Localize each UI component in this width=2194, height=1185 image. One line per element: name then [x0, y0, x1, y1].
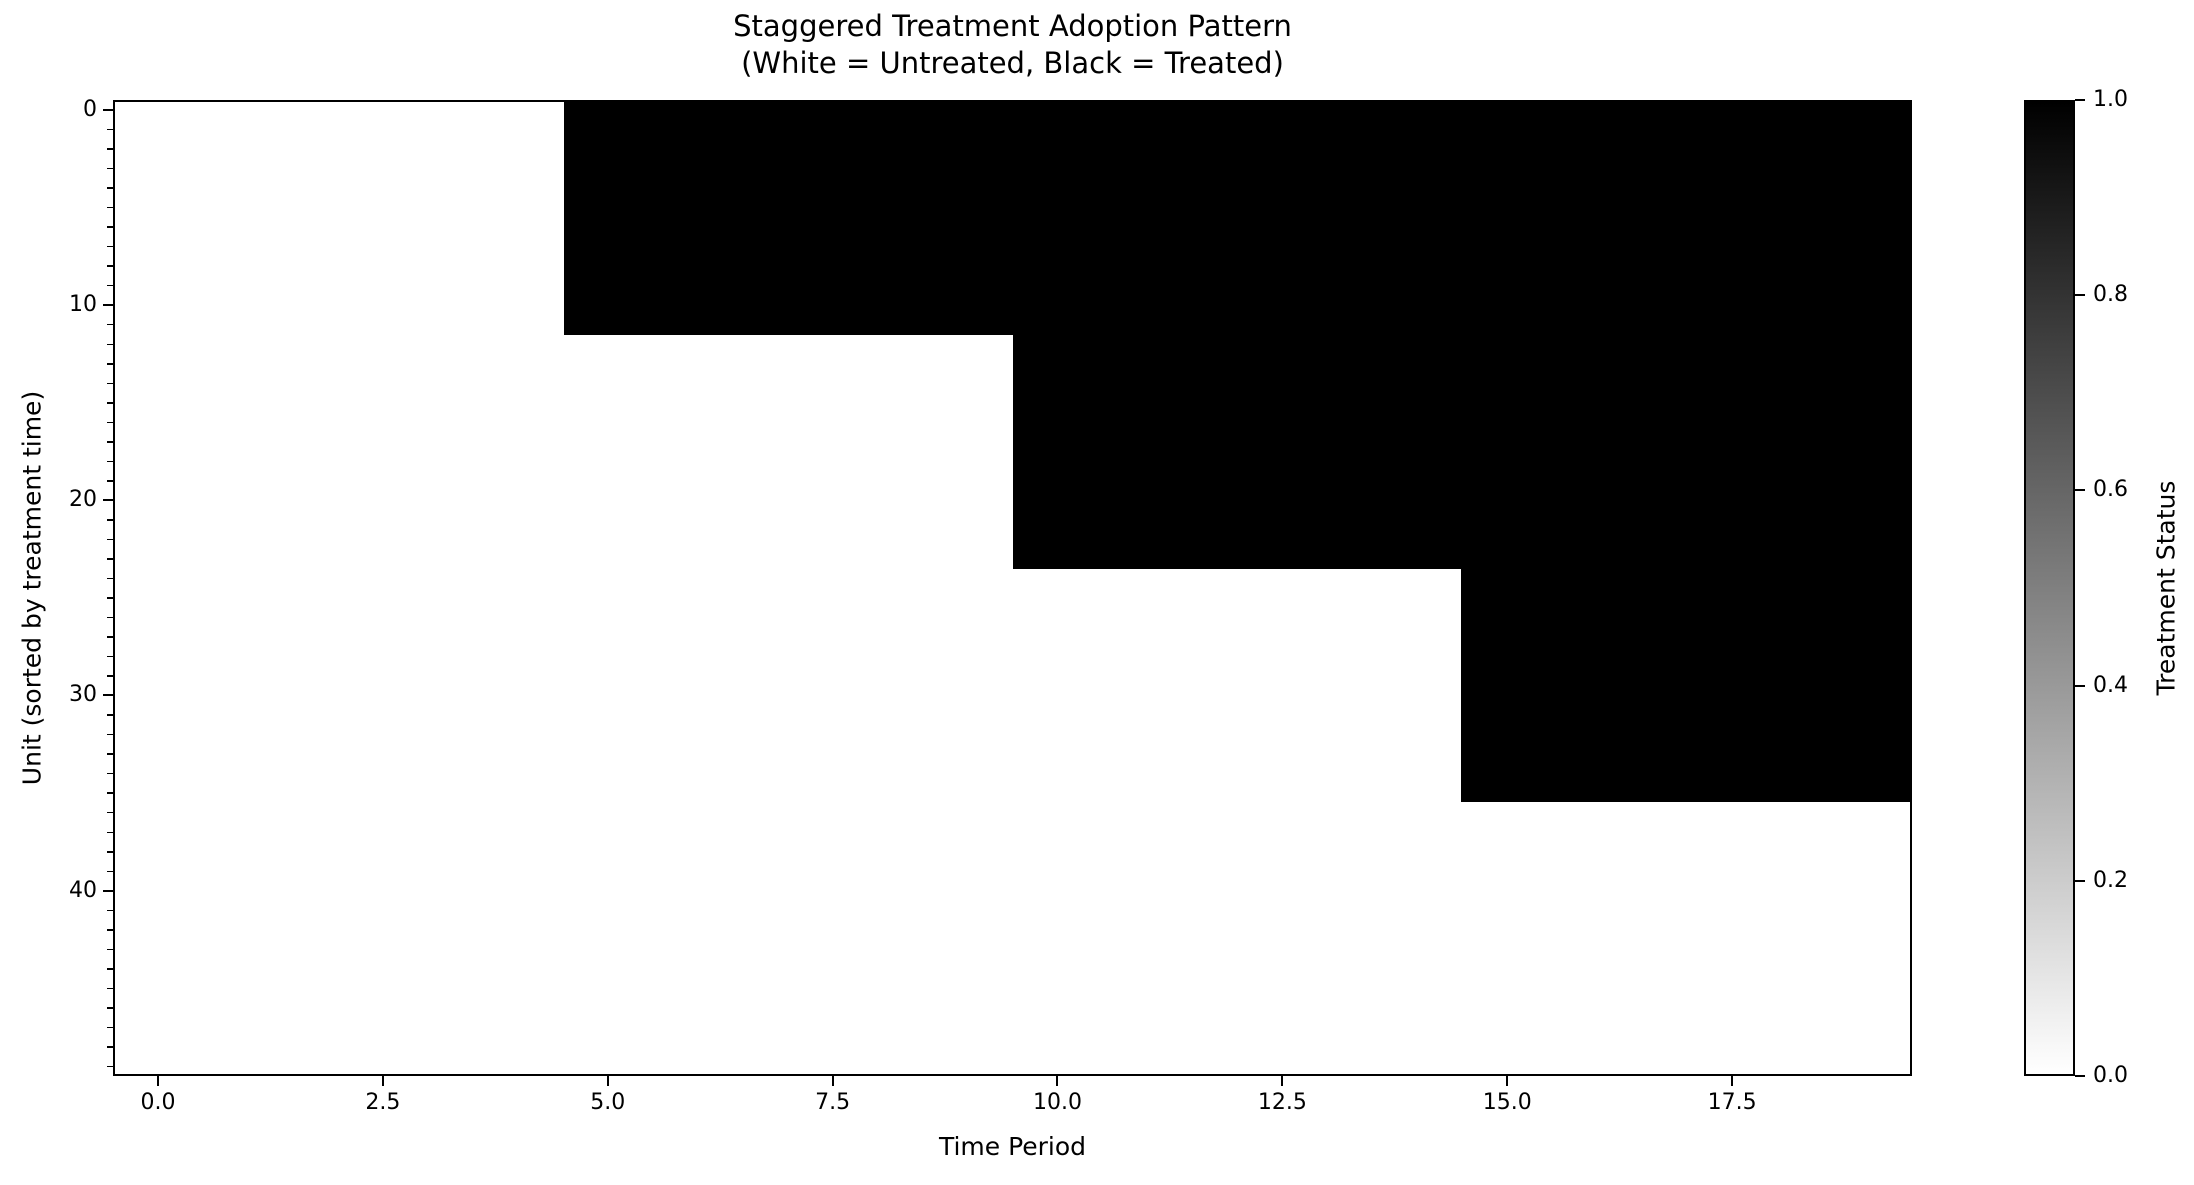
x-tick-label: 0.0 [140, 1090, 176, 1115]
colorbar-tick [2075, 879, 2085, 882]
x-tick [381, 1076, 384, 1086]
y-tick [103, 889, 113, 892]
colorbar-tick-label: 0.0 [2093, 1063, 2128, 1088]
colorbar-gradient [2024, 100, 2075, 1076]
x-tick-label: 12.5 [1257, 1090, 1307, 1115]
y-minor-tick [107, 343, 113, 345]
y-minor-tick [107, 948, 113, 951]
y-minor-tick [107, 909, 113, 912]
y-minor-tick [107, 655, 113, 658]
y-minor-tick [107, 128, 113, 131]
treated-region [563, 102, 1910, 336]
x-tick-label: 17.5 [1707, 1090, 1757, 1115]
y-minor-tick [107, 577, 113, 580]
y-minor-tick [107, 421, 113, 424]
y-minor-tick [107, 733, 113, 736]
y-minor-tick [107, 206, 113, 209]
y-minor-tick [107, 851, 113, 853]
y-tick [103, 303, 113, 306]
y-minor-tick [107, 792, 113, 794]
y-minor-tick [107, 1007, 113, 1009]
y-minor-tick [107, 616, 113, 619]
y-minor-tick [107, 597, 113, 599]
y-minor-tick [107, 187, 113, 189]
treated-region [1012, 335, 1910, 569]
y-minor-tick [107, 753, 113, 755]
colorbar-label: Treatment Status [2151, 480, 2181, 696]
y-minor-tick [107, 382, 113, 385]
chart-title-block: Staggered Treatment Adoption Pattern (Wh… [113, 8, 1912, 82]
y-tick-label: 10 [69, 291, 97, 317]
y-minor-tick [107, 323, 113, 326]
y-minor-tick [107, 538, 113, 541]
colorbar-tick-label: 0.8 [2093, 282, 2128, 308]
y-minor-tick [107, 870, 113, 873]
y-minor-tick [107, 167, 113, 170]
x-tick-label: 5.0 [590, 1090, 626, 1115]
y-minor-tick [107, 1026, 113, 1029]
y-tick-label: 40 [69, 877, 97, 903]
y-minor-tick [107, 363, 113, 365]
y-tick-label: 0 [83, 96, 97, 122]
y-minor-tick [107, 1065, 113, 1068]
x-tick-label: 10.0 [1032, 1090, 1082, 1115]
y-minor-tick [107, 636, 113, 638]
y-minor-tick [107, 1046, 113, 1048]
colorbar-tick [2075, 489, 2085, 492]
colorbar-tick [2075, 294, 2085, 297]
x-tick-label: 2.5 [365, 1090, 401, 1115]
y-tick-label: 30 [69, 682, 97, 708]
y-minor-tick [107, 441, 113, 443]
y-minor-tick [107, 226, 113, 228]
colorbar-tick [2075, 1075, 2085, 1077]
y-minor-tick [107, 929, 113, 931]
chart-subtitle: (White = Untreated, Black = Treated) [741, 46, 1284, 80]
x-tick [1731, 1076, 1734, 1086]
y-minor-tick [107, 558, 113, 560]
colorbar-tick [2075, 684, 2085, 687]
y-tick [103, 108, 113, 111]
chart-title: Staggered Treatment Adoption Pattern [733, 9, 1292, 43]
y-tick [103, 694, 113, 697]
colorbar-tick-label: 0.4 [2093, 672, 2128, 698]
y-minor-tick [107, 402, 113, 404]
y-minor-tick [107, 831, 113, 833]
y-minor-tick [107, 284, 113, 287]
y-minor-tick [107, 460, 113, 463]
colorbar-tick-label: 0.6 [2093, 477, 2128, 503]
y-minor-tick [107, 148, 113, 150]
x-tick-label: 15.0 [1482, 1090, 1532, 1115]
colorbar-tick-label: 0.2 [2093, 867, 2128, 893]
y-minor-tick [107, 987, 113, 990]
y-minor-tick [107, 772, 113, 775]
y-minor-tick [107, 968, 113, 970]
y-minor-tick [107, 245, 113, 248]
x-tick [156, 1076, 159, 1086]
x-tick [1281, 1076, 1284, 1086]
x-axis-label: Time Period [938, 1132, 1087, 1161]
y-minor-tick [107, 675, 113, 677]
x-tick [606, 1076, 609, 1086]
x-tick [831, 1076, 834, 1086]
y-minor-tick [107, 811, 113, 814]
colorbar-tick-label: 1.0 [2093, 87, 2128, 112]
x-tick-label: 7.5 [815, 1090, 851, 1115]
y-minor-tick [107, 265, 113, 267]
treated-region [1461, 568, 1910, 802]
y-minor-tick [107, 480, 113, 482]
x-tick [1056, 1076, 1059, 1086]
plot-area [113, 100, 1912, 1076]
y-minor-tick [107, 519, 113, 521]
y-axis-label: Unit (sorted by treatment time) [17, 390, 47, 786]
colorbar-tick [2075, 99, 2085, 101]
x-tick [1506, 1076, 1509, 1086]
y-minor-tick [107, 714, 113, 716]
y-tick-label: 20 [69, 487, 97, 513]
y-tick [103, 499, 113, 502]
